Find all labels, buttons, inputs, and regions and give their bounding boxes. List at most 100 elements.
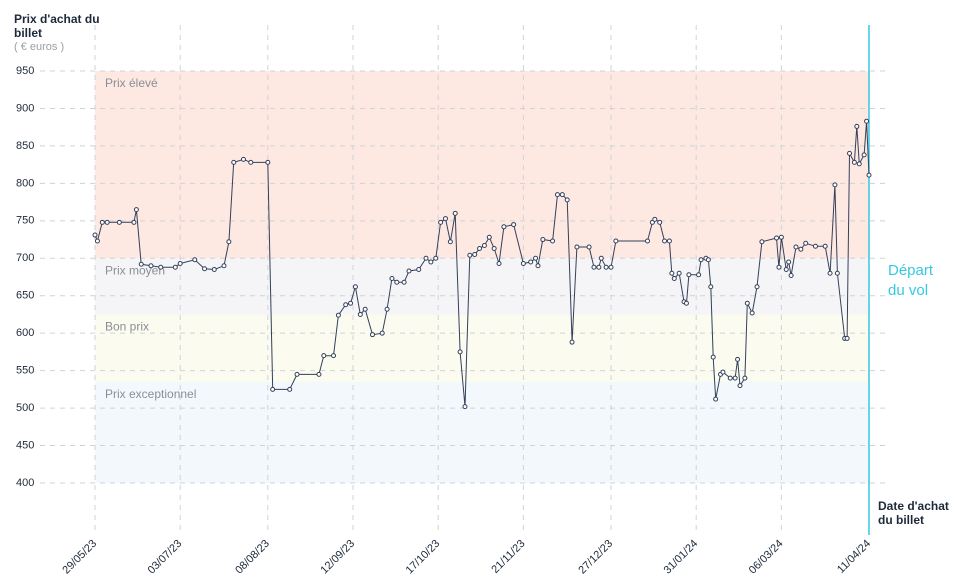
price-point bbox=[554, 192, 560, 198]
price-point bbox=[335, 312, 341, 318]
x-tick-label: 11/04/24 bbox=[835, 538, 873, 576]
price-point bbox=[348, 300, 354, 306]
price-point bbox=[861, 152, 867, 158]
price-point bbox=[851, 159, 857, 165]
price-point bbox=[379, 330, 385, 336]
price-point bbox=[94, 238, 100, 244]
price-point bbox=[749, 310, 755, 316]
price-point bbox=[202, 266, 208, 272]
x-tick-label: 03/07/23 bbox=[146, 538, 185, 577]
y-axis-unit: ( € euros ) bbox=[14, 41, 65, 53]
x-tick-label: 31/01/24 bbox=[662, 538, 701, 577]
price-point bbox=[357, 311, 363, 317]
price-point bbox=[844, 335, 850, 341]
x-tick-label: 12/09/23 bbox=[318, 538, 357, 577]
price-point bbox=[696, 272, 702, 278]
price-point bbox=[131, 219, 137, 225]
price-point bbox=[559, 192, 565, 198]
price-point bbox=[778, 234, 784, 240]
y-tick-label: 450 bbox=[16, 439, 34, 451]
price-point bbox=[384, 306, 390, 312]
price-point bbox=[158, 264, 164, 270]
price-point bbox=[864, 118, 870, 124]
price-point bbox=[316, 371, 322, 377]
price-point bbox=[686, 272, 692, 278]
price-point bbox=[231, 159, 237, 165]
price-point bbox=[496, 261, 502, 267]
price-point bbox=[177, 261, 183, 267]
price-point bbox=[294, 371, 300, 377]
price-point bbox=[321, 353, 327, 359]
price-band bbox=[95, 381, 869, 483]
price-point bbox=[732, 375, 738, 381]
price-point bbox=[613, 238, 619, 244]
price-point bbox=[104, 219, 110, 225]
price-point bbox=[834, 270, 840, 276]
price-point bbox=[211, 267, 217, 273]
price-point bbox=[669, 270, 675, 276]
price-point bbox=[520, 261, 526, 267]
price-point bbox=[535, 263, 541, 269]
price-point bbox=[447, 239, 453, 245]
price-point bbox=[343, 302, 349, 308]
x-tick-label: 06/03/24 bbox=[747, 538, 786, 577]
price-point bbox=[369, 332, 375, 338]
price-point bbox=[754, 284, 760, 290]
price-point bbox=[608, 264, 614, 270]
price-point bbox=[133, 207, 139, 213]
price-point bbox=[713, 396, 719, 402]
price-point bbox=[783, 267, 789, 273]
departure-annotation: Départ du vol bbox=[888, 262, 934, 299]
price-band bbox=[95, 258, 869, 315]
price-point bbox=[92, 232, 98, 238]
price-point bbox=[742, 375, 748, 381]
price-point bbox=[486, 234, 492, 240]
price-point bbox=[221, 263, 227, 269]
price-point bbox=[389, 275, 395, 281]
price-point bbox=[248, 159, 254, 165]
price-point bbox=[774, 235, 780, 241]
price-band bbox=[95, 314, 869, 382]
price-point bbox=[803, 240, 809, 246]
price-point bbox=[352, 284, 358, 290]
price-point bbox=[116, 219, 122, 225]
x-tick-label: 27/12/23 bbox=[576, 538, 615, 577]
price-point bbox=[442, 216, 448, 222]
price-point bbox=[416, 267, 422, 273]
price-point bbox=[710, 354, 716, 360]
price-point bbox=[331, 353, 337, 359]
price-band bbox=[95, 71, 869, 259]
y-tick-label: 650 bbox=[16, 290, 34, 302]
price-point bbox=[457, 349, 463, 355]
price-point bbox=[744, 300, 750, 306]
price-point bbox=[652, 216, 658, 222]
price-point bbox=[452, 210, 458, 216]
price-point bbox=[401, 279, 407, 285]
price-point bbox=[776, 264, 782, 270]
x-tick-label: 17/10/23 bbox=[404, 538, 443, 577]
price-point bbox=[822, 243, 828, 249]
price-point bbox=[501, 224, 507, 230]
price-point bbox=[467, 252, 473, 258]
price-point bbox=[438, 219, 444, 225]
price-point bbox=[705, 257, 711, 263]
y-axis-label: Prix d'achat du billet bbox=[14, 12, 100, 40]
price-point bbox=[491, 246, 497, 252]
price-point bbox=[786, 259, 792, 265]
price-point bbox=[827, 270, 833, 276]
price-point bbox=[854, 123, 860, 129]
price-point bbox=[698, 257, 704, 263]
price-point bbox=[462, 404, 468, 410]
price-point bbox=[596, 264, 602, 270]
price-point bbox=[832, 182, 838, 188]
price-point bbox=[240, 156, 246, 162]
price-point bbox=[394, 279, 400, 285]
price-point bbox=[481, 243, 487, 249]
price-point bbox=[192, 257, 198, 263]
price-point bbox=[737, 383, 743, 389]
y-tick-label: 600 bbox=[16, 327, 34, 339]
price-point bbox=[148, 263, 154, 269]
y-tick-label: 500 bbox=[16, 402, 34, 414]
price-point bbox=[540, 237, 546, 243]
